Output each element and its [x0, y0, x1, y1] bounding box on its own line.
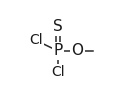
Text: Cl: Cl	[51, 65, 65, 79]
Text: O: O	[72, 44, 84, 59]
Text: S: S	[53, 19, 63, 34]
Text: Cl: Cl	[29, 33, 43, 47]
Text: P: P	[53, 44, 63, 59]
